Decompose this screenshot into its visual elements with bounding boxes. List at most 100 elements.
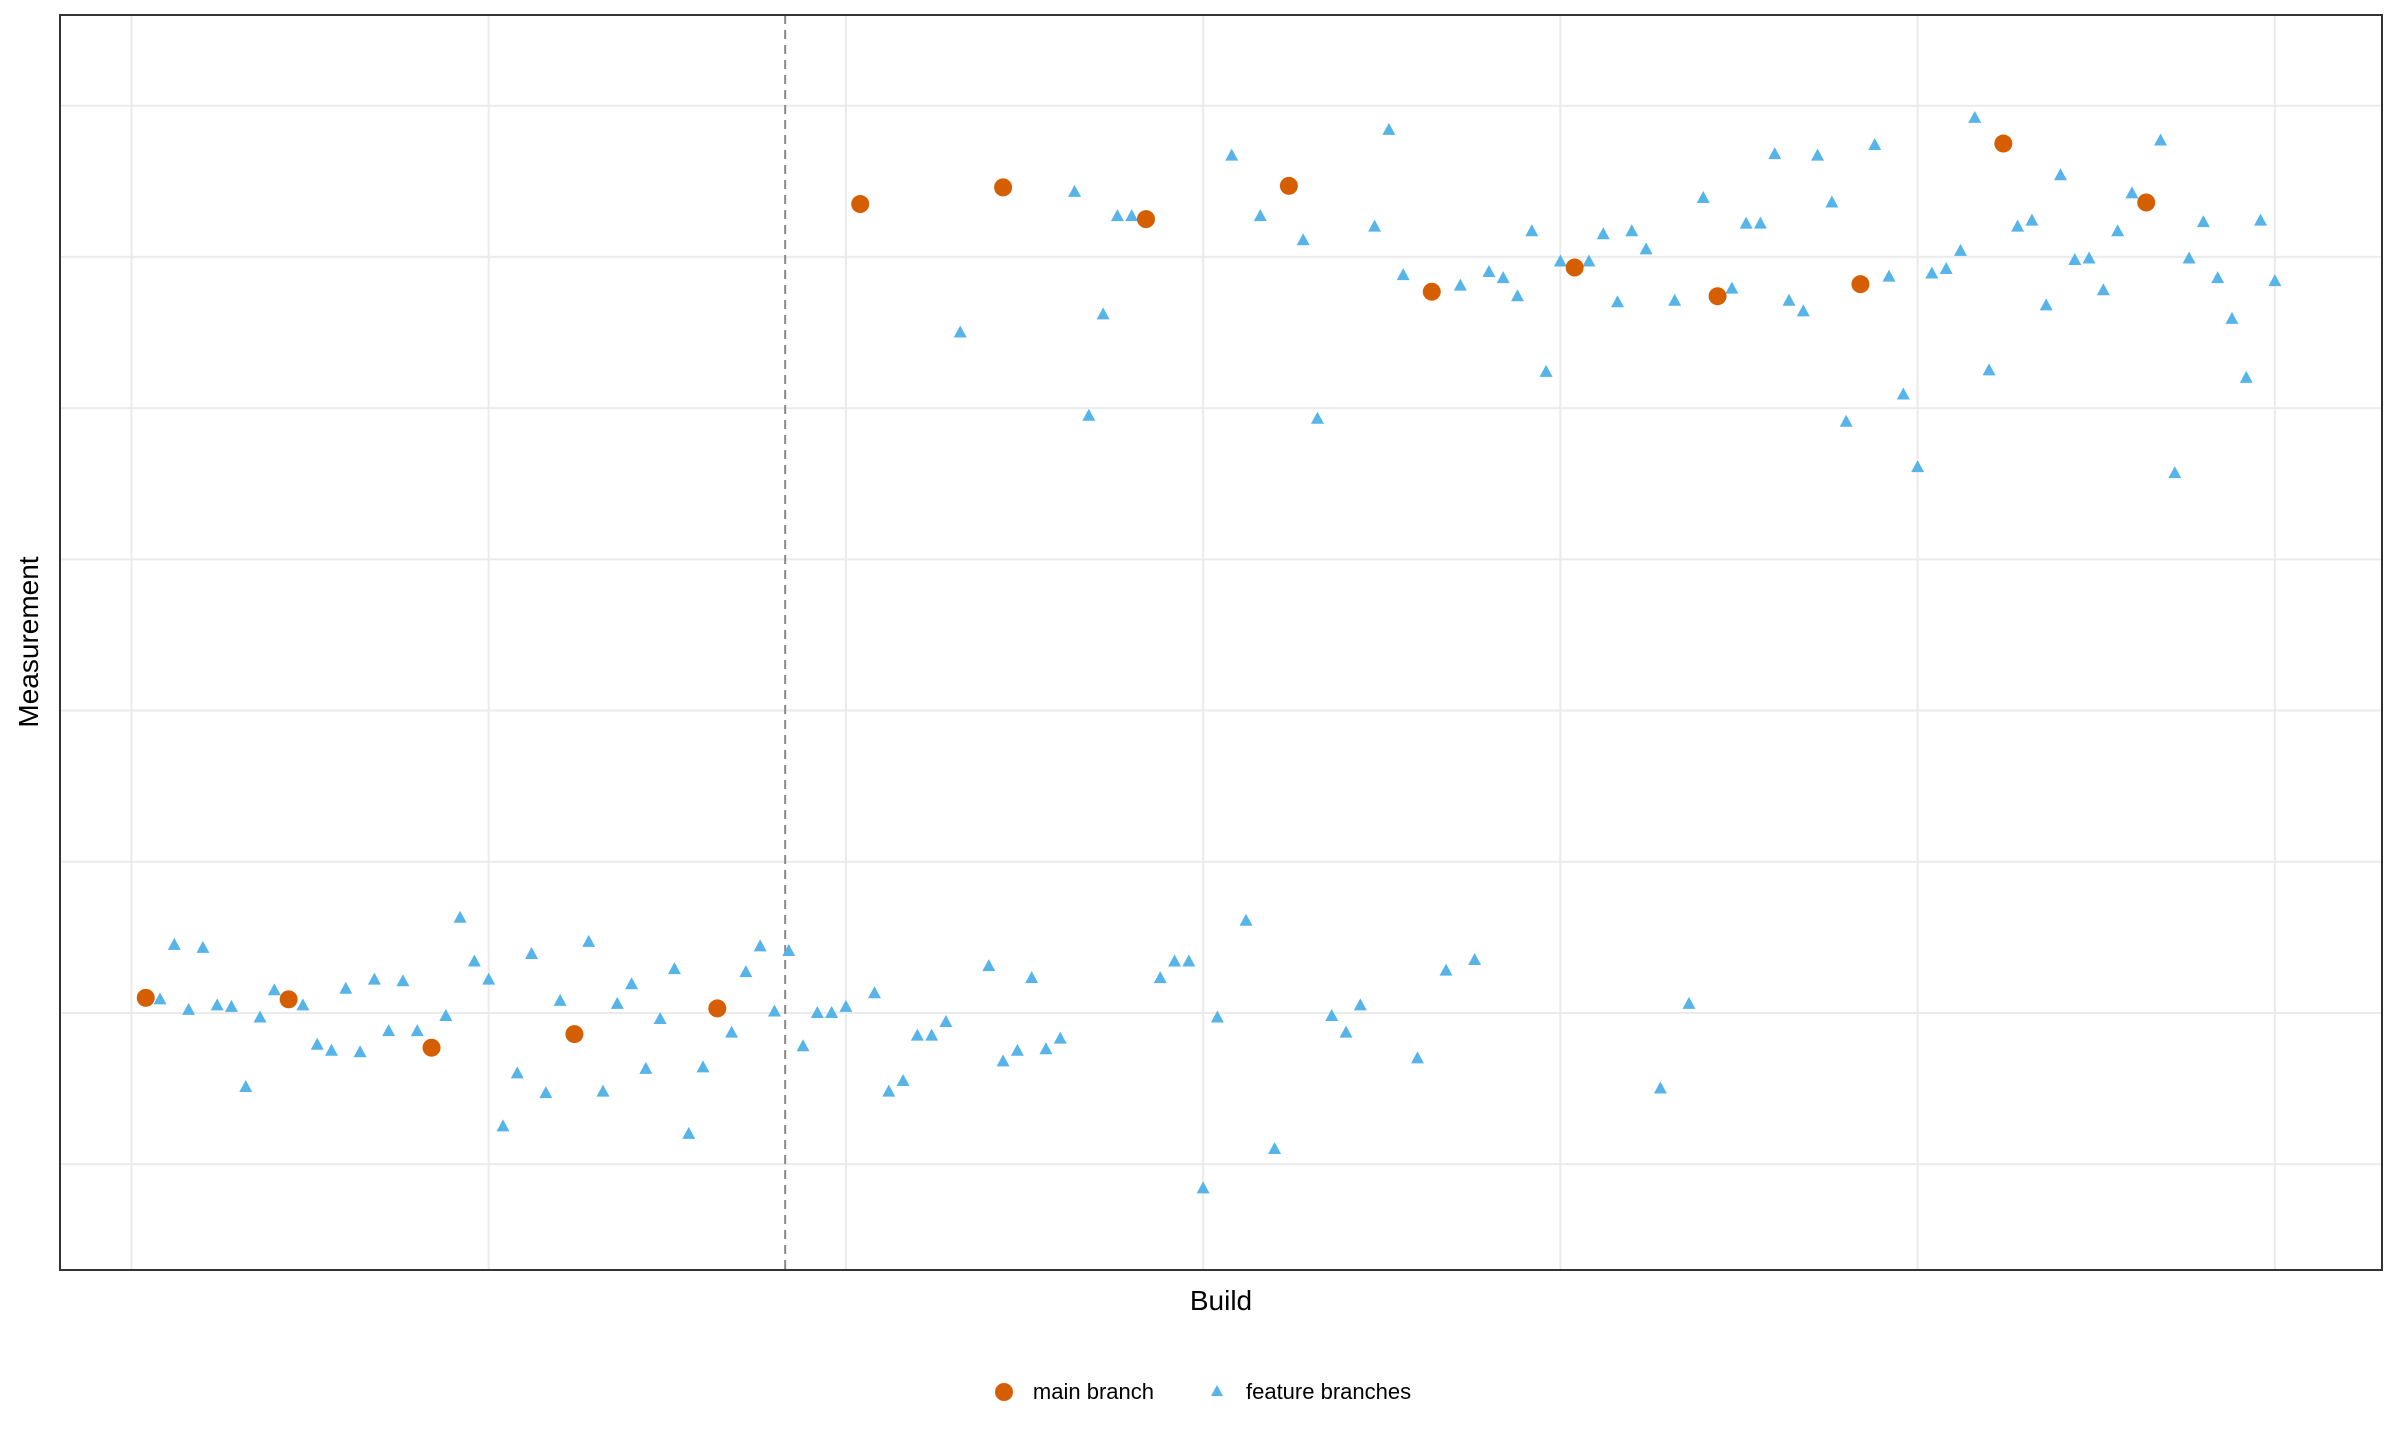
feature-branch-point xyxy=(1268,1142,1282,1155)
feature-branch-point xyxy=(896,1073,910,1086)
feature-branch-point xyxy=(496,1119,510,1132)
feature-branch-point xyxy=(1639,242,1653,255)
feature-branch-point xyxy=(410,1024,424,1037)
triangle-marker-icon xyxy=(1202,1377,1232,1407)
plot-background xyxy=(60,15,2382,1270)
feature-branch-point xyxy=(667,962,681,975)
x-axis-label: Build xyxy=(1190,1285,1252,1316)
feature-branch-point xyxy=(753,939,767,952)
feature-branch-point xyxy=(2082,251,2096,264)
legend-item-feature-branches: feature branches xyxy=(1202,1377,1411,1407)
feature-branch-point xyxy=(1739,216,1753,229)
feature-branch-point xyxy=(882,1084,896,1097)
feature-branch-point xyxy=(196,940,210,953)
feature-branch-point xyxy=(367,972,381,985)
feature-branch-point xyxy=(1239,913,1253,926)
feature-branch-point xyxy=(1553,254,1567,267)
feature-branch-point xyxy=(782,943,796,956)
data-points xyxy=(136,110,2282,1194)
feature-branch-point xyxy=(224,999,238,1012)
feature-branch-point xyxy=(1382,122,1396,135)
feature-branch-point xyxy=(525,946,539,959)
feature-branch-point xyxy=(1068,184,1082,197)
feature-branch-point xyxy=(867,986,881,999)
feature-branch-point xyxy=(439,1008,453,1021)
feature-branch-point xyxy=(1325,1008,1339,1021)
feature-branch-point xyxy=(267,983,281,996)
feature-branch-point xyxy=(2154,133,2168,146)
grid-lines xyxy=(60,15,2382,1270)
feature-branch-point xyxy=(2268,274,2282,287)
feature-branch-point xyxy=(1868,138,1882,151)
feature-branch-point xyxy=(1939,262,1953,275)
feature-branch-point xyxy=(1611,295,1625,308)
circle-marker-icon xyxy=(989,1377,1019,1407)
feature-branch-point xyxy=(1796,304,1810,317)
y-axis-label: Measurement xyxy=(13,556,44,727)
feature-branch-point xyxy=(2011,219,2025,232)
feature-branch-point xyxy=(996,1054,1010,1067)
feature-branch-point xyxy=(1839,414,1853,427)
feature-branch-point xyxy=(382,1024,396,1037)
feature-branch-point xyxy=(1096,307,1110,320)
feature-branch-point xyxy=(539,1086,553,1099)
feature-branch-point xyxy=(1982,363,1996,376)
feature-branch-point xyxy=(510,1066,524,1079)
feature-branch-point xyxy=(839,999,853,1012)
main-branch-point xyxy=(994,178,1013,197)
feature-branch-point xyxy=(2111,224,2125,237)
feature-branch-point xyxy=(1911,460,1925,473)
feature-branch-point xyxy=(1125,209,1139,222)
feature-branch-point xyxy=(1525,224,1539,237)
feature-branch-point xyxy=(910,1028,924,1041)
feature-branch-point xyxy=(1310,411,1324,424)
feature-branch-point xyxy=(2196,215,2210,228)
main-branch-point xyxy=(708,999,727,1018)
main-branch-point xyxy=(1708,287,1727,306)
feature-branch-point xyxy=(1410,1051,1424,1064)
feature-branch-point xyxy=(1811,148,1825,161)
feature-branch-point xyxy=(1482,265,1496,278)
feature-branch-point xyxy=(1682,996,1696,1009)
feature-branch-point xyxy=(1496,271,1510,284)
feature-branch-point xyxy=(1225,148,1239,161)
main-branch-point xyxy=(851,195,870,214)
feature-branch-point xyxy=(1582,254,1596,267)
main-branch-point xyxy=(1136,210,1155,229)
main-branch-point xyxy=(565,1025,584,1044)
feature-branch-point xyxy=(767,1004,781,1017)
feature-branch-point xyxy=(810,1005,824,1018)
feature-branch-point xyxy=(825,1005,839,1018)
feature-branch-point xyxy=(639,1061,653,1074)
main-branch-point xyxy=(136,988,155,1007)
legend-item-main-branch: main branch xyxy=(989,1377,1154,1407)
feature-branch-point xyxy=(2225,311,2239,324)
feature-branch-point xyxy=(953,325,967,338)
feature-branch-point xyxy=(1210,1010,1224,1023)
feature-branch-point xyxy=(625,977,639,990)
feature-branch-point xyxy=(396,974,410,987)
legend-label-main-branch: main branch xyxy=(1032,1379,1154,1404)
feature-branch-point xyxy=(2182,251,2196,264)
feature-branch-point xyxy=(2068,252,2082,265)
feature-branch-point xyxy=(2254,213,2268,226)
feature-branch-point xyxy=(1825,195,1839,208)
feature-branch-point xyxy=(324,1043,338,1056)
legend: main branch feature branches xyxy=(0,1374,2400,1410)
main-branch-point xyxy=(1565,258,1584,277)
feature-branch-point xyxy=(925,1028,939,1041)
feature-branch-point xyxy=(153,992,167,1005)
feature-branch-point xyxy=(1182,954,1196,967)
feature-branch-point xyxy=(1696,190,1710,203)
feature-branch-point xyxy=(2239,370,2253,383)
feature-branch-point xyxy=(2053,168,2067,181)
feature-branch-point xyxy=(167,937,181,950)
feature-branch-point xyxy=(1196,1181,1210,1194)
main-branch-point xyxy=(1279,176,1298,195)
feature-branch-point xyxy=(553,993,567,1006)
feature-branch-point xyxy=(1353,998,1367,1011)
feature-branch-point xyxy=(1039,1042,1053,1055)
plot-border xyxy=(59,14,2383,1271)
feature-branch-point xyxy=(182,1002,196,1015)
